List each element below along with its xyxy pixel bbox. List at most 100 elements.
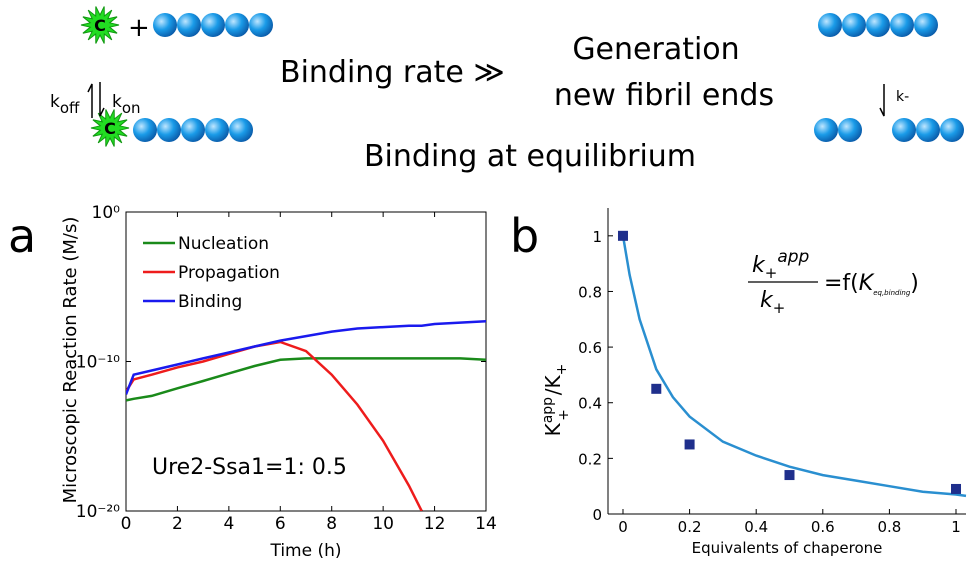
subscript: + — [765, 264, 778, 282]
monomers — [80, 6, 964, 147]
x-tick-label: 4 — [223, 514, 234, 534]
schematic: + koff kon Binding rate ≫ Generation new… — [50, 6, 964, 174]
y-tick-label: 0.2 — [578, 450, 602, 468]
fragmentation-arrow — [879, 84, 885, 117]
subscript: eq,binding — [873, 289, 911, 297]
y-tick-label: 0.6 — [578, 339, 602, 357]
legend-label: Propagation — [178, 263, 280, 283]
equilibrium-arrows — [87, 82, 105, 118]
monomer — [249, 13, 273, 37]
plus-sign: + — [128, 13, 150, 43]
monomer — [866, 13, 890, 37]
symbol: k — [752, 253, 766, 278]
x-tick-label: 8 — [326, 514, 337, 534]
x-axis-label: Time (h) — [269, 541, 341, 561]
symbol: k — [760, 288, 774, 313]
y-tick-label: 0 — [592, 506, 602, 524]
data-point — [784, 470, 795, 481]
y-tick-label: 10⁻¹⁰ — [76, 353, 120, 373]
x-tick-label: 0.8 — [877, 518, 901, 536]
x-tick-label: 0 — [618, 518, 628, 536]
chart: 0 0.2 0.4 0.6 0.8 1 0 0.2 0.4 0.6 0.8 1 — [578, 208, 967, 536]
data-point — [951, 483, 962, 494]
x-tick-label: 10 — [372, 514, 394, 534]
star-label: C — [104, 119, 116, 138]
monomer — [157, 118, 181, 142]
x-tick-label: 1 — [951, 518, 961, 536]
rate-constant: k- — [896, 89, 909, 105]
monomer — [229, 118, 253, 142]
monomer — [177, 13, 201, 37]
monomer — [225, 13, 249, 37]
superscript: app — [777, 247, 809, 267]
symbol: k — [50, 92, 60, 112]
x-tick-label: 12 — [424, 514, 446, 534]
x-tick-label: 6 — [275, 514, 286, 534]
y-tick-label: 1 — [592, 228, 602, 246]
data-point — [651, 383, 662, 394]
series-line — [621, 235, 967, 498]
data-point — [684, 439, 695, 450]
symbol: /K — [541, 374, 565, 395]
monomer — [940, 118, 964, 142]
y-axis-label: Microscopic Reaction Rate (M/s) — [60, 217, 81, 504]
x-tick-label: 2 — [172, 514, 183, 534]
monomer — [842, 13, 866, 37]
monomer — [201, 13, 225, 37]
schematic-text: Generation — [572, 32, 739, 67]
series-line — [126, 319, 486, 395]
operator: =f( — [824, 271, 859, 296]
monomer — [838, 118, 862, 142]
monomer — [916, 118, 940, 142]
monomer — [892, 118, 916, 142]
legend-label: Nucleation — [178, 234, 269, 254]
rate-constant: kon — [112, 92, 141, 117]
subscript: + — [556, 409, 572, 421]
monomer — [914, 13, 938, 37]
x-tick-label: 0.4 — [744, 518, 768, 536]
y-tick-label: 0.4 — [578, 395, 602, 413]
symbol: k — [112, 92, 122, 112]
y-tick-label: 0.8 — [578, 283, 602, 301]
subscript: on — [122, 99, 141, 117]
chart: 10⁻²⁰ 10⁻¹⁰ 10⁰ 0 2 4 6 8 10 12 14 Nucleation Propag… — [76, 203, 497, 534]
schematic-text: Binding rate ≫ — [280, 55, 505, 90]
schematic-text: new fibril ends — [554, 78, 774, 113]
equation-rhs: =f(Keq,binding) — [824, 271, 919, 297]
subscript: off — [60, 99, 80, 117]
chaperone-star — [90, 109, 130, 147]
y-axis-label: Kapp+/K+ — [540, 364, 572, 437]
monomer — [890, 13, 914, 37]
monomer — [814, 118, 838, 142]
numerator: k+app — [752, 247, 810, 282]
x-tick-label: 0 — [121, 514, 132, 534]
panel-label: a — [8, 209, 36, 263]
y-tick-label: 10⁰ — [92, 203, 121, 223]
denominator: k+ — [760, 288, 785, 317]
star-label: C — [94, 16, 106, 35]
x-tick-label: 14 — [475, 514, 497, 534]
monomer — [205, 118, 229, 142]
chaperone-star — [80, 6, 120, 44]
series-line — [126, 357, 486, 402]
x-axis-label: Equivalents of chaperone — [692, 539, 883, 557]
data-point — [617, 230, 628, 241]
plot-area — [126, 319, 486, 511]
symbol: K — [541, 422, 565, 436]
x-tick-label: 0.6 — [811, 518, 835, 536]
y-tick-label: 10⁻²⁰ — [76, 502, 120, 522]
legend-label: Binding — [178, 292, 242, 312]
equation: k+app k+ =f(Keq,binding) — [748, 247, 919, 317]
panel-label: b — [510, 209, 539, 263]
subscript: + — [554, 364, 570, 376]
plot-area — [621, 235, 967, 498]
x-tick-label: 0.2 — [678, 518, 702, 536]
superscript: app — [540, 397, 556, 423]
symbol: K — [859, 271, 875, 296]
monomer — [818, 13, 842, 37]
schematic-text: Binding at equilibrium — [364, 139, 696, 174]
monomer — [181, 118, 205, 142]
annotation: Ure2-Ssa1=1: 0.5 — [152, 455, 347, 480]
monomer — [153, 13, 177, 37]
